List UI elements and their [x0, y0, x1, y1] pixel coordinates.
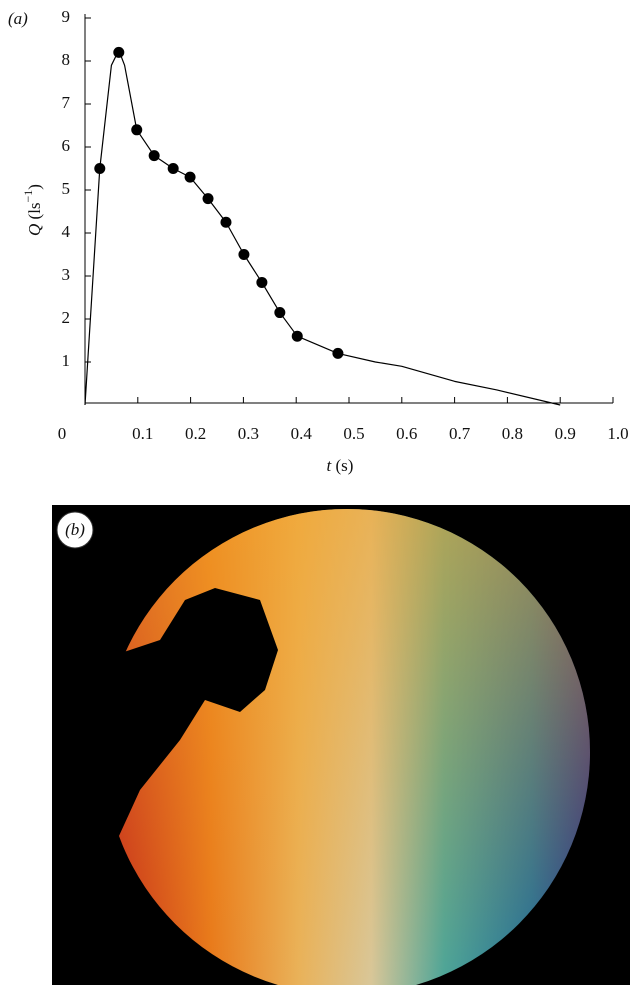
photo-b: (b) [52, 505, 630, 990]
y-axis-label: Q (ls−1) [21, 184, 44, 236]
x-label-unit: (s) [331, 456, 353, 475]
x-tick-label: 1.0 [607, 424, 628, 443]
data-point [167, 163, 179, 174]
data-point [184, 171, 196, 183]
y-label-var: Q [25, 224, 44, 236]
data-point [332, 347, 344, 359]
data-point [256, 276, 268, 288]
panel-badge [56, 511, 94, 549]
y-label-unit: (ls [25, 202, 44, 223]
data-point [113, 46, 125, 58]
x-tick-label: 0.5 [343, 424, 364, 443]
panel-label: (a) [8, 9, 28, 28]
x-tick-label: 0.1 [132, 424, 153, 443]
x-tick-label: 0.2 [185, 424, 206, 443]
y-label-sup: −1 [21, 190, 35, 203]
data-point [220, 216, 232, 228]
y-tick-label: 2 [62, 308, 71, 327]
y-tick-label: 5 [62, 179, 71, 198]
x-axis-label: t (s) [327, 456, 354, 475]
y-tick-label: 1 [62, 351, 71, 370]
data-point [238, 249, 250, 260]
data-point [94, 163, 106, 174]
x-tick-label: 0.8 [502, 424, 523, 443]
y-label-end: ) [25, 184, 44, 190]
y-tick-label: 6 [62, 136, 71, 155]
data-point [202, 193, 214, 205]
x-tick-label: 0.3 [238, 424, 259, 443]
head-silhouette [52, 505, 278, 985]
data-point [274, 307, 286, 319]
y-tick-label: 3 [62, 265, 71, 284]
y-tick-label: 9 [62, 7, 71, 26]
x-tick-label: 0.9 [555, 424, 576, 443]
x-tick-label: 0.6 [396, 424, 417, 443]
plot-a: (a) 1 2 3 4 5 6 7 8 9 0 0.1 0.2 0.3 0.4 0.5 0.6 0.7 0.8 0.9… [8, 7, 629, 475]
y-tick-label: 7 [62, 93, 71, 112]
panel-label: (b) [65, 520, 85, 539]
flow-curve [84, 49, 561, 406]
data-point [291, 330, 303, 342]
schlieren-tint [104, 509, 590, 990]
data-point [131, 124, 143, 136]
x-tick-label: 0 [58, 424, 67, 443]
x-tick-label: 0.7 [449, 424, 471, 443]
y-tick-label: 4 [62, 222, 71, 241]
data-point [148, 150, 160, 162]
x-label-var: t [327, 456, 333, 475]
y-tick-label: 8 [62, 50, 71, 69]
x-tick-label: 0.4 [291, 424, 313, 443]
